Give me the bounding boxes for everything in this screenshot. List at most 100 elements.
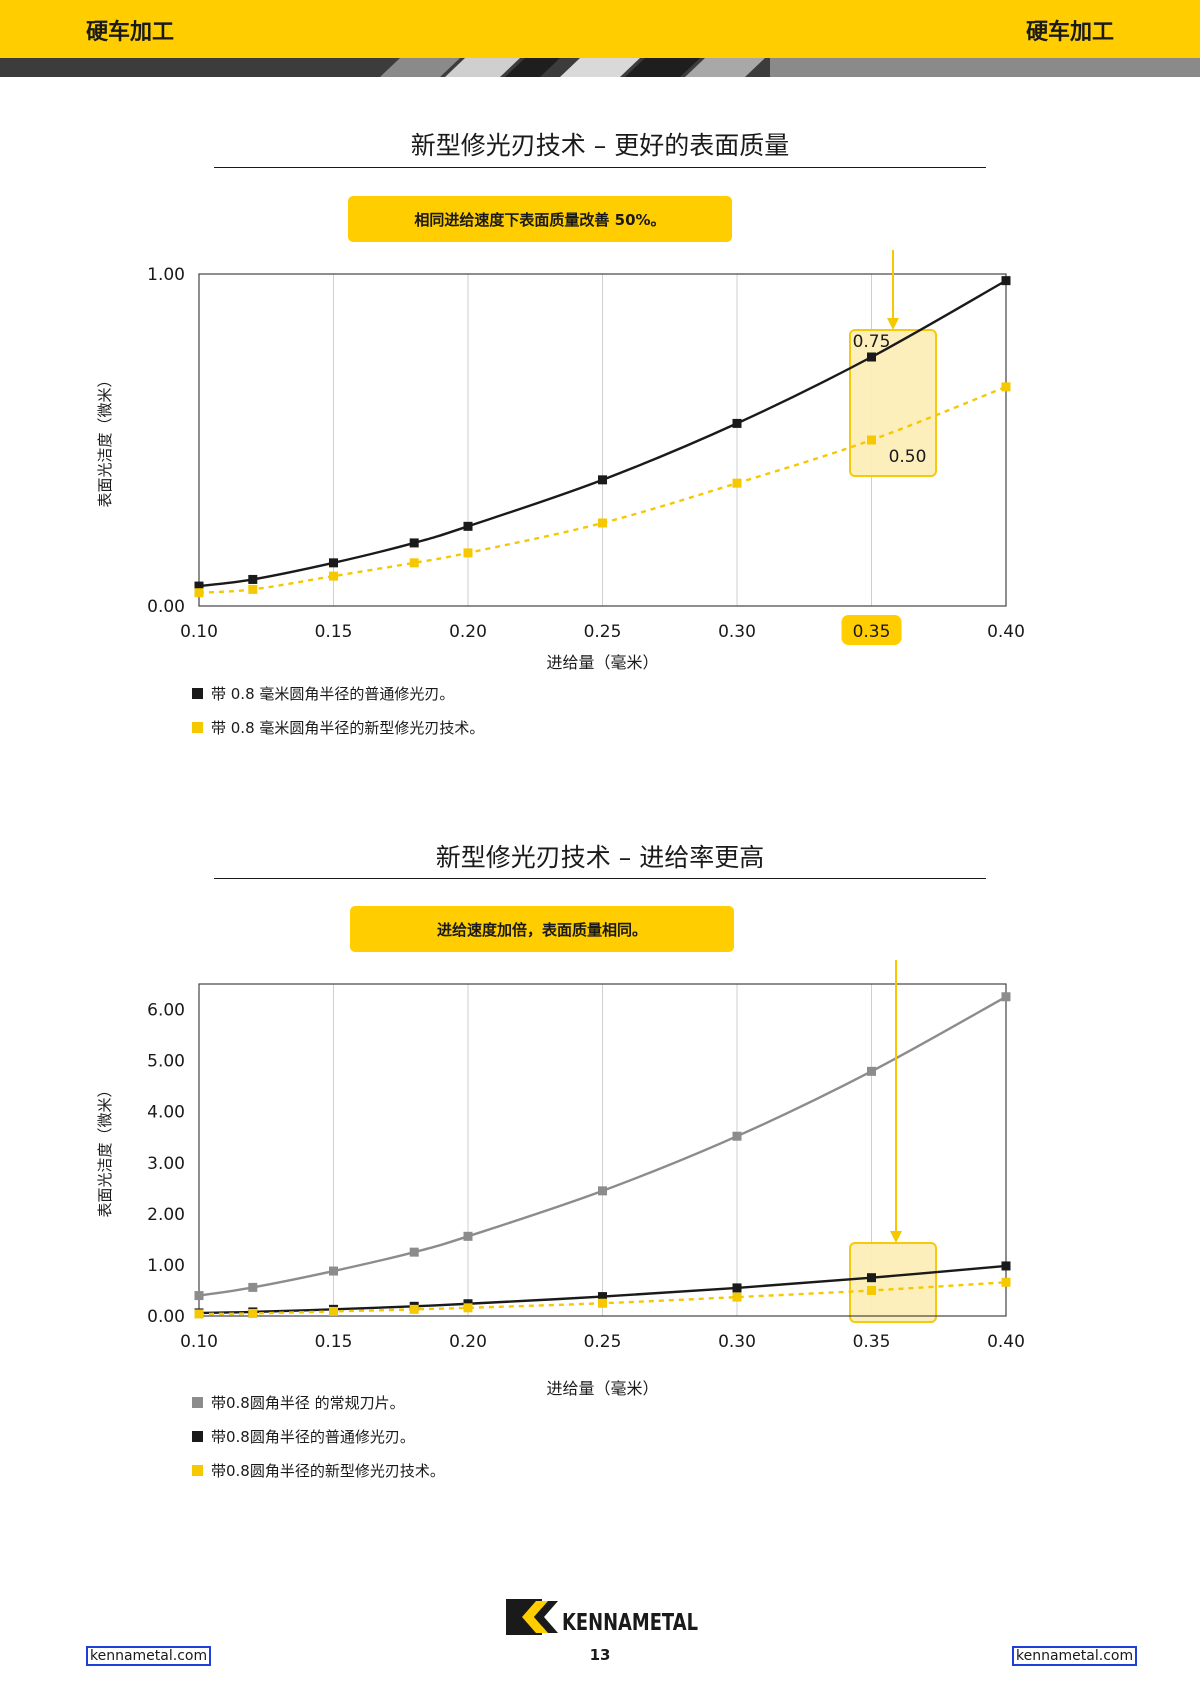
c2-series-0-line [198,995,1007,1297]
chart1-annotations: 0.75 0.50 [853,332,927,467]
c2-y-tick-label: 0.00 [147,1307,185,1327]
chart1-title-rule [214,167,986,168]
header-left-title: 硬车加工 [86,20,175,45]
c1-series-1-line [198,385,1007,594]
c2-series-2-point [732,1292,742,1302]
chart1-legend: 带 0.8 毫米圆角半径的普通修光刃。 带 0.8 毫米圆角半径的新型修光刃技术… [192,676,484,744]
c2-series-2-line [198,1281,1007,1316]
c2-series-0-point [1001,992,1011,1002]
c2-series-2-point [1001,1277,1011,1287]
c2-series-0-point [194,1291,204,1301]
chart2-plot: 0.10 0.15 0.20 0.25 0.30 0.35 0.40 0.00 1.00 2.00… [96,960,1025,1398]
footer-link-left[interactable]: kennametal.com [86,1646,212,1666]
c1-axis-frame [198,273,1007,607]
chart2-frame [198,983,1007,1317]
chart1-frame [198,273,1007,607]
c2-x-tick-label: 0.20 [449,1332,487,1352]
c2-y-tick-label: 6.00 [147,1001,185,1021]
c2-series-2-point [463,1303,473,1313]
c1-series-1-point [248,584,258,594]
chart2-legend: 带0.8圆角半径 的常规刀片。 带0.8圆角半径的普通修光刃。 带0.8圆角半径… [192,1385,445,1487]
chart1-callout-arrow [892,250,894,324]
c2-y-tick-label: 3.00 [147,1154,185,1174]
header-stripe [0,58,1200,77]
c1-series-0-point [1001,276,1011,286]
c1-x-tick-label: 0.10 [180,622,218,642]
c1-x-tick-label: 0.40 [987,622,1025,642]
c2-y-tick-label: 4.00 [147,1103,185,1123]
c2-y-tick-label: 5.00 [147,1052,185,1072]
c1-series-0-point [598,475,607,485]
c2-series-1-point [1001,1261,1011,1271]
c2-series-2-point [194,1309,204,1319]
c2-series-2-point [409,1304,419,1314]
chart2-callout-arrowhead [890,1231,902,1243]
chart2-callout: 进给速度加倍，表面质量相同。 [350,906,734,952]
chart2-legend-item: 带0.8圆角半径的普通修光刃。 [192,1419,445,1453]
c2-x-tick-label: 0.25 [584,1332,622,1352]
c1-series-1-point [194,588,204,598]
chart1-axis-labels: 0.10 0.15 0.20 0.25 0.30 0.35 0.40 0.00 1.00 进给量（… [96,265,1025,670]
c2-x-tick-label: 0.10 [180,1332,218,1352]
c2-series-1-point [732,1283,742,1293]
c1-annotation-label: 0.75 [853,332,891,352]
c2-series-0-point [732,1131,742,1141]
chart1-series [194,276,1011,598]
c2-x-tick-label: 0.15 [315,1332,353,1352]
chart1-plot: 0.10 0.15 0.20 0.25 0.30 0.35 0.40 0.00 1.00 进给量（… [96,250,1025,670]
chart2-legend-item: 带0.8圆角半径 的常规刀片。 [192,1385,445,1419]
c1-series-0-point [732,418,742,428]
chart2-axis-labels: 0.10 0.15 0.20 0.25 0.30 0.35 0.40 0.00 1.00 2.00… [96,1001,1025,1398]
chart2-highlight-box [849,1242,937,1323]
c1-series-0-point [194,581,204,591]
chart1-callout-arrowhead [887,318,899,330]
chart2-callout-arrow [895,960,897,1237]
c1-series-0-line [198,279,1007,588]
c2-y-tick-label: 2.00 [147,1205,185,1225]
c2-series-1-point [598,1292,607,1302]
c2-series-0-point [409,1247,419,1257]
chart1-callout: 相同进给速度下表面质量改善 50%。 [348,196,732,242]
chart1-legend-item: 带 0.8 毫米圆角半径的新型修光刃技术。 [192,710,484,744]
c1-series-1-point [732,478,742,488]
c1-series-1-point [598,518,607,528]
c1-y-axis-label: 表面光洁度（微米） [96,372,114,507]
chart2-title: 新型修光刃技术 – 进给率更高 [435,843,765,872]
c2-x-tick-label: 0.35 [853,1332,891,1352]
c2-series-0-point [329,1266,338,1276]
c1-series-0-point [867,352,876,362]
c2-axis-frame [198,983,1007,1317]
footer-link-right[interactable]: kennametal.com [1012,1646,1138,1666]
c1-series-1-point [409,558,419,568]
c2-series-1-point [867,1273,876,1283]
c1-y-tick-label: 1.00 [147,265,185,285]
chart1-legend-item: 带 0.8 毫米圆角半径的普通修光刃。 [192,676,484,710]
c1-x-tick-label: 0.20 [449,622,487,642]
c1-series-0-point [463,521,473,531]
logo-wordmark: KENNAMETAL [562,1610,698,1636]
c1-series-0-point [248,574,258,584]
c2-x-axis-label: 进给量（毫米） [546,1379,658,1398]
c2-x-tick-label: 0.40 [987,1332,1025,1352]
c2-series-2-point [329,1306,338,1316]
chart1-title: 新型修光刃技术 – 更好的表面质量 [410,131,790,160]
c2-series-0-point [867,1066,876,1076]
c1-x-axis-label: 进给量（毫米） [546,653,658,670]
c1-series-1-point [1001,382,1011,392]
c1-x-tick-label: 0.35 [853,622,891,642]
chart2-title-rule [214,878,986,879]
c2-series-2-point [867,1285,876,1295]
c1-series-1-point [463,548,473,558]
c2-x-tick-label: 0.30 [718,1332,756,1352]
c2-series-0-point [463,1231,473,1241]
c1-annotation-label: 0.50 [889,447,927,467]
c2-series-0-point [248,1282,258,1292]
c1-series-0-point [409,538,419,548]
c2-series-1-line [198,1264,1007,1315]
c2-series-2-point [248,1308,258,1318]
header-right-title: 硬车加工 [1025,20,1114,45]
c1-x-tick-label: 0.15 [315,622,353,642]
c1-x-tick-label: 0.30 [718,622,756,642]
c1-highlighted-tick-bg [841,615,902,645]
c2-y-tick-label: 1.00 [147,1256,185,1276]
